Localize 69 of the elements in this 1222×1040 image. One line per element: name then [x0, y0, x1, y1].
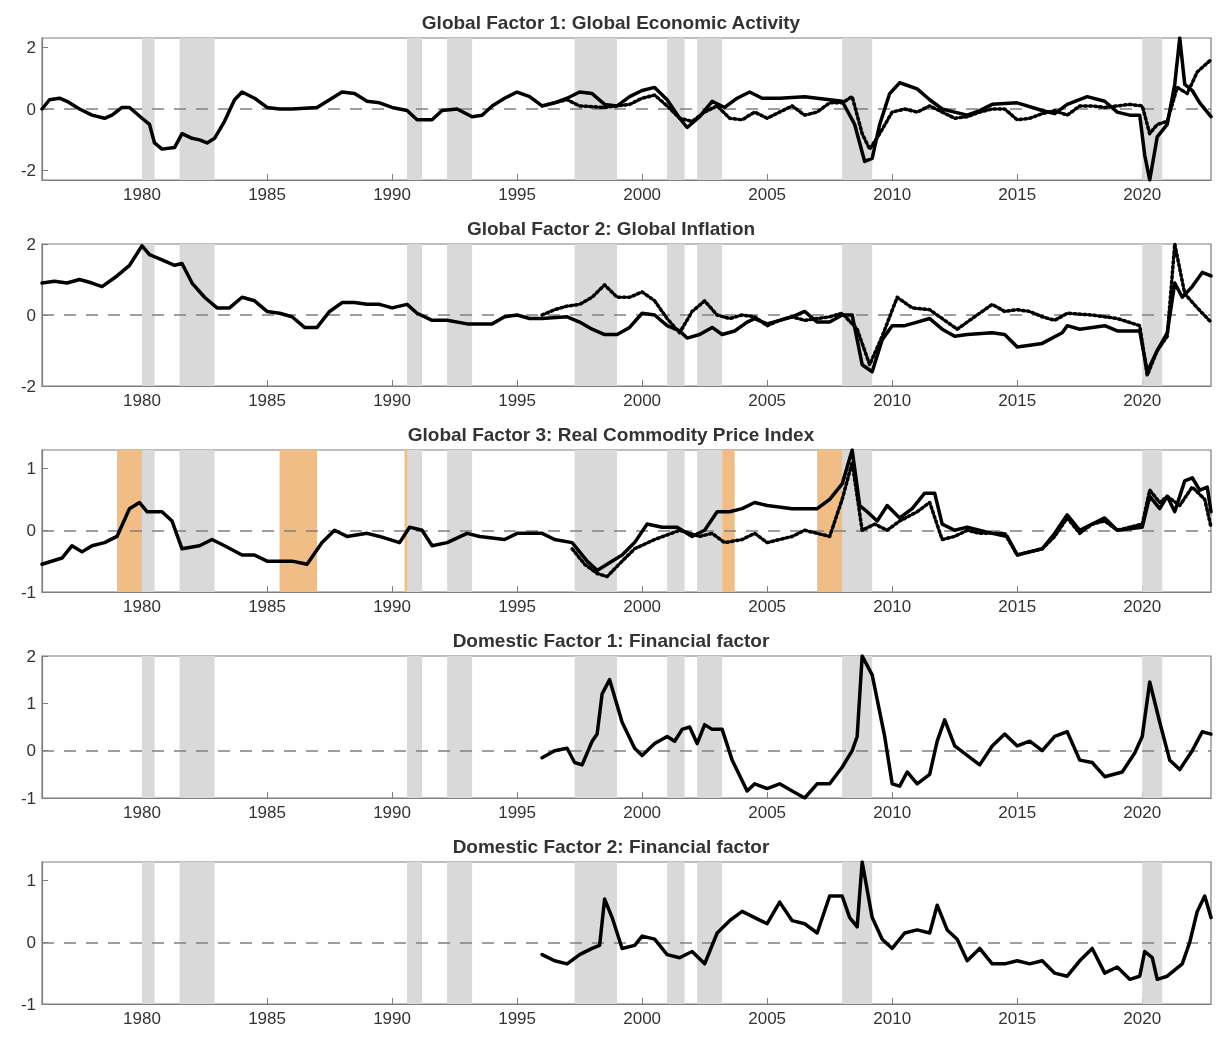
y-tick-label: 0 [26, 305, 36, 325]
y-tick-label: 1 [26, 871, 36, 891]
x-tick-label: 2015 [998, 597, 1037, 616]
line-series [540, 654, 1213, 800]
y-tick-label: 0 [26, 932, 36, 952]
x-tick-label: 1990 [373, 391, 411, 410]
y-tick-label: 2 [26, 37, 36, 57]
y-tick-label: 0 [26, 99, 36, 119]
x-tick-label: 2005 [748, 1009, 787, 1028]
x-tick-label: 2020 [1123, 1009, 1162, 1028]
x-tick-label: 1995 [498, 185, 537, 204]
x-tick-label: 1990 [373, 1009, 411, 1028]
x-tick-label: 2010 [873, 597, 912, 616]
y-tick-label: -2 [20, 376, 36, 396]
x-tick-label: 1985 [248, 803, 286, 822]
y-tick-label: -2 [20, 161, 36, 181]
y-tick-label: -1 [20, 788, 36, 808]
x-tick-label: 2010 [873, 803, 912, 822]
x-tick-label: 1980 [123, 1009, 161, 1028]
y-tick-label: 0 [26, 741, 36, 761]
chart-title: Global Factor 1: Global Economic Activity [421, 12, 801, 33]
y-tick-label: -1 [20, 994, 36, 1014]
x-tick-label: 1985 [248, 391, 286, 410]
y-tick-label: 2 [26, 646, 36, 666]
x-tick-label: 1980 [123, 803, 161, 822]
chart-title: Global Factor 3: Real Commodity Price Index [407, 424, 815, 445]
x-tick-label: 1985 [248, 1009, 286, 1028]
x-tick-label: 1980 [123, 597, 161, 616]
x-tick-label: 1995 [498, 391, 537, 410]
x-tick-label: 2005 [748, 803, 787, 822]
x-tick-label: 2000 [623, 1009, 662, 1028]
y-tick-label: 1 [26, 459, 36, 479]
chart-title: Global Factor 2: Global Inflation [466, 218, 756, 239]
x-tick-label: 2010 [873, 185, 912, 204]
x-tick-label: 1980 [123, 391, 161, 410]
x-tick-label: 1990 [373, 597, 411, 616]
x-tick-label: 2000 [623, 597, 662, 616]
x-tick-label: 2020 [1123, 391, 1162, 410]
x-tick-label: 2000 [623, 185, 662, 204]
x-tick-label: 2020 [1123, 803, 1162, 822]
line-series [540, 860, 1213, 982]
x-tick-label: 2015 [998, 803, 1037, 822]
x-tick-label: 1990 [373, 185, 411, 204]
y-tick-label: 1 [26, 693, 36, 713]
x-tick-label: 1985 [248, 597, 286, 616]
x-tick-label: 1995 [498, 803, 537, 822]
chart-title: Domestic Factor 2: Financial factor [452, 836, 770, 857]
x-tick-label: 2005 [748, 597, 787, 616]
x-tick-label: 1985 [248, 185, 286, 204]
x-tick-label: 1995 [498, 597, 537, 616]
x-tick-label: 2005 [748, 391, 787, 410]
x-tick-label: 1995 [498, 1009, 537, 1028]
x-tick-label: 1990 [373, 803, 411, 822]
x-tick-label: 2000 [623, 803, 662, 822]
x-tick-label: 2020 [1123, 597, 1162, 616]
x-tick-label: 2020 [1123, 185, 1162, 204]
chart-title: Domestic Factor 1: Financial factor [452, 630, 770, 651]
x-tick-label: 2015 [998, 1009, 1037, 1028]
x-tick-label: 2005 [748, 185, 787, 204]
y-tick-label: 0 [26, 520, 36, 540]
x-tick-label: 2015 [998, 185, 1037, 204]
y-tick-label: 2 [26, 234, 36, 254]
x-tick-label: 2000 [623, 391, 662, 410]
x-tick-label: 1980 [123, 185, 161, 204]
x-tick-label: 2010 [873, 391, 912, 410]
line-series [40, 244, 1213, 374]
x-tick-label: 2010 [873, 1009, 912, 1028]
x-tick-label: 2015 [998, 391, 1037, 410]
y-tick-label: -1 [20, 582, 36, 602]
